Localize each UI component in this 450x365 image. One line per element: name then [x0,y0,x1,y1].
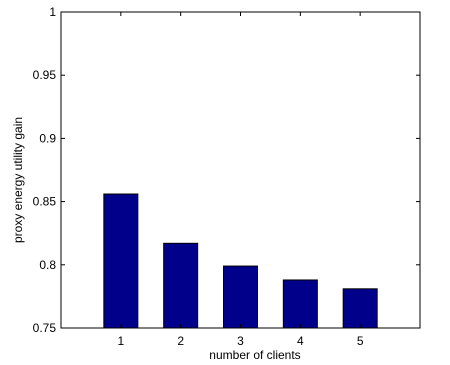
x-axis-ticks: 1 2 3 4 5 [117,12,364,348]
bar-5 [342,288,378,329]
y-tick-label: 0.95 [33,68,57,82]
x-tick-label: 2 [177,334,184,348]
bar-3 [223,265,258,329]
y-tick-label: 1 [49,5,56,19]
y-tick-label: 0.8 [39,258,56,272]
x-tick-label: 5 [357,334,364,348]
x-tick-label: 4 [297,334,304,348]
y-tick-label: 0.75 [33,321,57,335]
x-tick-label: 3 [237,334,244,348]
y-axis-ticks: 0.75 0.8 0.85 0.9 0.95 1 [33,5,420,335]
bar-1 [103,193,139,329]
x-axis-label: number of clients [209,348,300,362]
y-tick-label: 0.9 [39,131,56,145]
y-tick-label: 0.85 [33,195,57,209]
bar-4 [282,279,318,329]
x-tick-label: 1 [117,334,124,348]
bar-2 [163,242,199,329]
bars [103,193,378,329]
y-axis-label: proxy energy utility gain [11,117,25,243]
